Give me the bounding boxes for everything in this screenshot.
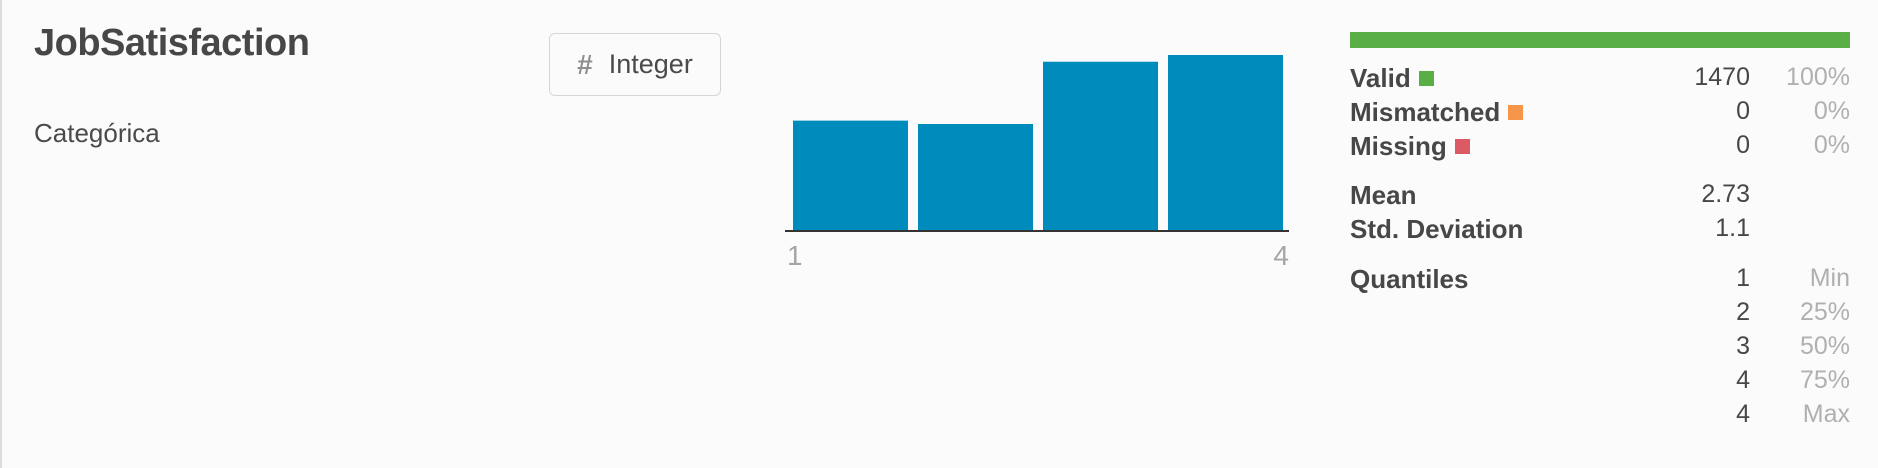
stat-row-quantile-75: 4 75% — [1350, 366, 1850, 400]
std-value: 1.1 — [1715, 214, 1750, 242]
histogram-max-label: 4 — [1273, 240, 1289, 271]
std-label: Std. Deviation — [1350, 214, 1524, 244]
stat-row-std: Std. Deviation 1.1 — [1350, 214, 1850, 248]
stat-row-valid: Valid 1470 100% — [1350, 63, 1850, 97]
quantile-25-label: 25% — [1799, 298, 1850, 326]
stat-row-missing: Missing 0 0% — [1350, 131, 1850, 165]
quantile-max-value: 4 — [1736, 400, 1750, 428]
left-border — [0, 0, 2, 468]
stat-row-quantile-min: Quantiles 1 Min — [1350, 264, 1850, 298]
column-kind: Categórica — [34, 118, 160, 148]
mean-value: 2.73 — [1701, 180, 1750, 208]
missing-count: 0 — [1736, 131, 1750, 159]
histogram-bar-3[interactable] — [1043, 61, 1158, 230]
quantile-50-label: 50% — [1799, 332, 1850, 360]
histogram: 1 4 — [785, 20, 1290, 280]
quantile-50-value: 3 — [1736, 332, 1750, 360]
valid-proportion-bar — [1350, 32, 1850, 48]
histogram-min-label: 1 — [787, 240, 803, 271]
mismatched-swatch — [1508, 104, 1524, 120]
missing-label: Missing — [1350, 131, 1447, 161]
quantile-max-label: Max — [1802, 400, 1850, 428]
hash-icon: # — [577, 48, 593, 80]
mismatched-count: 0 — [1736, 97, 1750, 125]
histogram-bar-4[interactable] — [1168, 55, 1283, 230]
valid-label: Valid — [1350, 63, 1411, 93]
stat-row-quantile-max: 4 Max — [1350, 400, 1850, 434]
quantile-25-value: 2 — [1736, 298, 1750, 326]
histogram-svg: 1 4 — [785, 55, 1289, 271]
type-label: Integer — [608, 49, 693, 79]
stat-row-mismatched: Mismatched 0 0% — [1350, 97, 1850, 131]
missing-swatch — [1454, 138, 1470, 154]
quantile-75-value: 4 — [1736, 366, 1750, 394]
missing-percent: 0% — [1813, 131, 1850, 159]
mismatched-label: Mismatched — [1350, 97, 1501, 127]
quantile-min-value: 1 — [1736, 264, 1750, 292]
quantile-min-label: Min — [1809, 264, 1850, 292]
valid-count: 1470 — [1694, 63, 1750, 91]
mean-label: Mean — [1350, 180, 1417, 210]
stat-row-mean: Mean 2.73 — [1350, 180, 1850, 214]
type-badge[interactable]: # Integer — [549, 33, 721, 96]
mismatched-percent: 0% — [1813, 97, 1850, 125]
histogram-bar-2[interactable] — [918, 123, 1033, 230]
stat-row-quantile-25: 2 25% — [1350, 298, 1850, 332]
valid-percent: 100% — [1786, 63, 1850, 91]
stat-row-quantile-50: 3 50% — [1350, 332, 1850, 366]
stats-panel: Valid 1470 100% Mismatched 0 0% Missing … — [1350, 32, 1850, 428]
column-name: JobSatisfaction — [34, 22, 310, 64]
quantiles-label: Quantiles — [1350, 264, 1469, 294]
valid-swatch — [1418, 70, 1434, 86]
quantile-75-label: 75% — [1799, 366, 1850, 394]
histogram-bar-1[interactable] — [793, 120, 908, 230]
